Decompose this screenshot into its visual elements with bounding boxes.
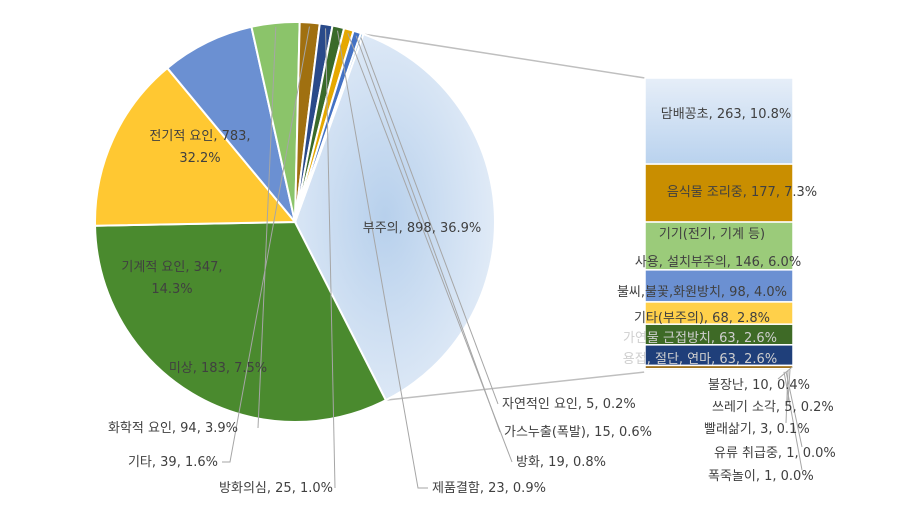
connector-line (363, 33, 646, 79)
connector-line (385, 371, 646, 401)
slice-label-기타: 기타, 39, 1.6% (128, 455, 218, 470)
slice-label-전기적-요인: 전기적 요인, 783, (149, 129, 250, 144)
leader-line (337, 30, 428, 489)
slice-label-자연적인-요인: 자연적인 요인, 5, 0.2% (502, 397, 636, 412)
leader-line (360, 37, 499, 405)
leader-line (325, 28, 336, 489)
leader-line (222, 26, 310, 463)
bar-segment (644, 370, 794, 373)
bar-segment (644, 269, 794, 303)
bar-label-담배꽁초: 담배꽁초, 263, 10.8% (661, 107, 791, 122)
bar-label-불장난: 불장난, 10, 0.4% (708, 378, 810, 393)
bar-label-사용-설치부주의: 사용, 설치부주의, 146, 6.0% (635, 255, 801, 270)
slice-label-화학적-요인: 화학적 요인, 94, 3.9% (108, 421, 238, 436)
bar-label-가연물: 가연물 근접방치, 63, 2.6% (623, 331, 777, 346)
bar-label-폭죽놀이: 폭죽놀이, 1, 0.0% (708, 469, 814, 484)
slice-label-제품결함: 제품결함, 23, 0.9% (432, 481, 546, 496)
bar-label-유류-취급중: 유류 취급중, 1, 0.0% (714, 446, 836, 461)
slice-label-가스누출: 가스누출(폭발), 15, 0.6% (504, 425, 652, 440)
connector-lines (363, 33, 646, 401)
pie (94, 21, 496, 423)
bar-label-빨래삶기: 빨래삶기, 3, 0.1% (704, 422, 810, 437)
leader-line (777, 366, 793, 380)
leader-line (785, 371, 803, 448)
bar-label-음식물-조리중: 음식물 조리중, 177, 7.3% (667, 185, 817, 200)
breakdown-bar (644, 77, 794, 373)
leader-lines (222, 26, 803, 489)
leader-line (783, 371, 803, 471)
slice-label-미상: 미상, 183, 7.5% (169, 361, 267, 376)
bar-segment (644, 163, 794, 223)
pie-slice (293, 32, 496, 402)
slice-label-부주의: 부주의, 898, 36.9% (363, 221, 482, 236)
leader-line (257, 26, 277, 429)
slice-label-전기적-요인-pct: 32.2% (179, 151, 220, 166)
data-labels: 부주의, 898, 36.9% 전기적 요인, 783, 32.2% 기계적 요인, … (108, 107, 836, 496)
slice-label-방화: 방화, 19, 0.8% (516, 455, 606, 470)
slice-label-방화의심: 방화의심, 25, 1.0% (219, 481, 333, 496)
bar-label-기타-부주의: 기타(부주의), 68, 2.8% (634, 311, 770, 326)
bar-label-용접: 용접, 절단, 연마, 63, 2.6% (623, 352, 777, 367)
pie-slice (94, 220, 388, 423)
bar-label-기기: 기기(전기, 기계 등) (659, 227, 765, 242)
bar-segment (644, 221, 794, 271)
bar-label-불씨: 불씨,불꽃,화원방치, 98, 4.0% (617, 285, 787, 300)
slice-label-기계적-요인-pct: 14.3% (151, 282, 192, 297)
pie-slice (165, 25, 296, 223)
leader-line (355, 35, 501, 433)
pie-slice (94, 66, 298, 227)
slice-label-기계적-요인: 기계적 요인, 347, (121, 260, 222, 275)
bar-label-쓰레기-소각: 쓰레기 소각, 5, 0.2% (712, 400, 834, 415)
